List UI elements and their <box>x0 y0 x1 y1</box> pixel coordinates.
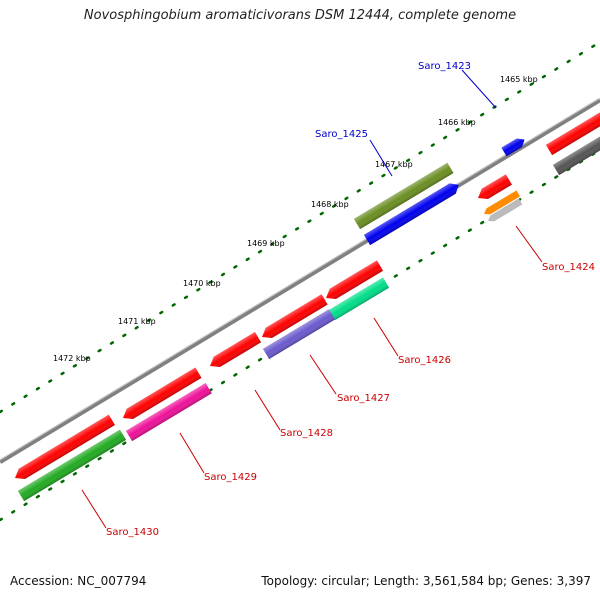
leader-line-1426 <box>373 317 399 357</box>
feature-blue-small[interactable] <box>501 135 527 157</box>
label-leader-lines <box>81 69 543 529</box>
gene-label[interactable]: Saro_1428 <box>280 428 333 439</box>
outer-tick-dots <box>0 40 600 414</box>
genome-backbone <box>0 97 600 464</box>
feature-red-1424[interactable] <box>475 174 512 203</box>
feature-magenta-1429[interactable] <box>125 382 212 442</box>
reverse-strand-features <box>12 108 600 502</box>
gene-label[interactable]: Saro_1423 <box>418 61 471 72</box>
tick-label: 1466 kbp <box>438 118 476 127</box>
feature-grey-1424[interactable] <box>486 198 523 224</box>
gene-label[interactable]: Saro_1427 <box>337 393 390 404</box>
feature-purple-1427[interactable] <box>262 309 336 360</box>
tick-label: 1472 kbp <box>53 354 91 363</box>
leader-line-1427 <box>309 354 337 395</box>
backbone-highlight <box>0 97 600 461</box>
gene-label[interactable]: Saro_1430 <box>106 527 159 538</box>
feature-olive[interactable] <box>353 162 454 230</box>
map-title: Novosphingobium aromaticivorans DSM 1244… <box>83 8 517 23</box>
accession-text: Accession: NC_007794 <box>10 574 147 588</box>
leader-line-1425 <box>369 139 393 177</box>
leader-line-1429 <box>179 432 205 474</box>
leader-line-1430 <box>81 489 107 529</box>
tick-label: 1469 kbp <box>247 239 285 248</box>
feature-blue-large[interactable] <box>363 180 462 246</box>
feature-mint-1426[interactable] <box>328 277 390 321</box>
feature-green-1430[interactable] <box>17 429 127 502</box>
feature-red-1427[interactable] <box>259 294 328 342</box>
leader-line-1428 <box>254 389 281 431</box>
tick-label: 1465 kbp <box>500 75 538 84</box>
tick-label: 1471 kbp <box>118 317 156 326</box>
tick-labels: 1465 kbp 1466 kbp 1467 kbp 1468 kbp 1469… <box>53 75 538 363</box>
leader-line-1423 <box>461 69 497 109</box>
gene-label[interactable]: Saro_1429 <box>204 472 257 483</box>
gene-label[interactable]: Saro_1424 <box>542 262 595 273</box>
feature-red-1426[interactable] <box>323 260 384 303</box>
leader-line-1424 <box>515 225 543 263</box>
feature-red-1429[interactable] <box>120 367 202 424</box>
gene-labels: Saro_1423 Saro_1425 Saro_1424 Saro_1426 … <box>106 61 595 538</box>
feature-orange-1424[interactable] <box>482 190 521 217</box>
backbone-line <box>0 98 600 464</box>
tick-ring <box>0 40 600 522</box>
tick-label: 1467 kbp <box>375 160 413 169</box>
forward-strand-features <box>353 135 527 246</box>
tick-label: 1470 kbp <box>183 279 221 288</box>
feature-red-1430[interactable] <box>12 414 115 483</box>
feature-darkgrey-edge[interactable] <box>552 128 600 176</box>
inner-tick-dots <box>0 148 600 522</box>
feature-red-1428[interactable] <box>207 332 262 371</box>
tick-label: 1468 kbp <box>311 200 349 209</box>
feature-red-edge[interactable] <box>545 108 600 156</box>
gene-label[interactable]: Saro_1426 <box>398 355 451 366</box>
gene-label[interactable]: Saro_1425 <box>315 129 368 140</box>
genome-summary-text: Topology: circular; Length: 3,561,584 bp… <box>261 574 591 588</box>
